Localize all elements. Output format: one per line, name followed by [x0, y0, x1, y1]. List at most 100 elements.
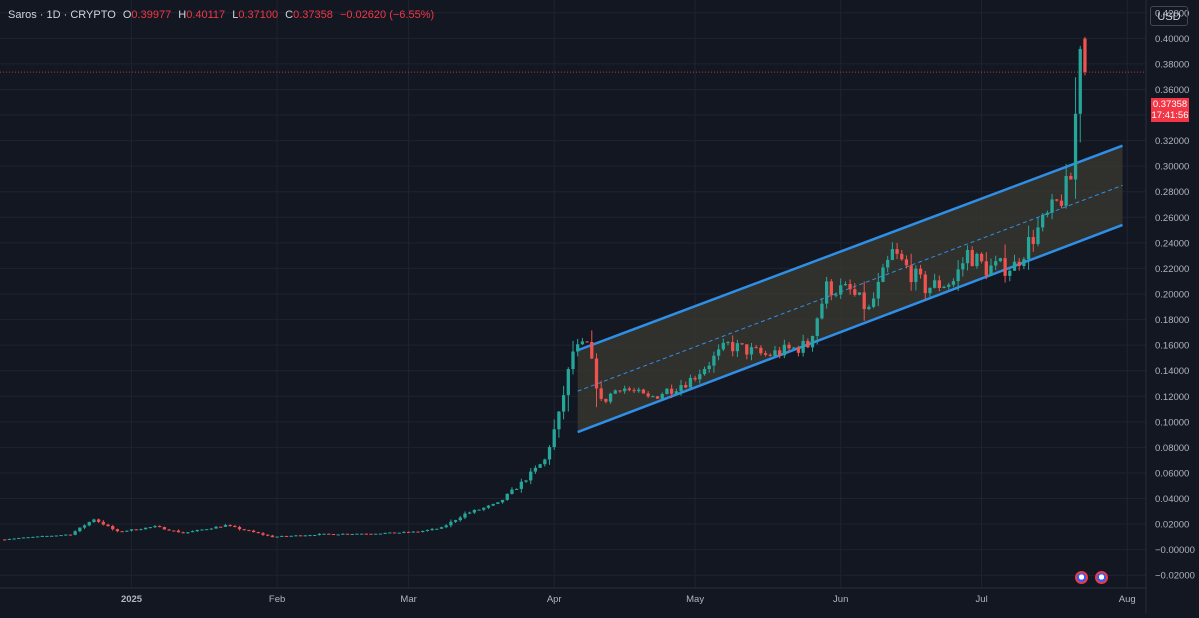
candle-body: [482, 507, 486, 510]
candle-body: [1045, 212, 1050, 215]
candle-body: [176, 530, 181, 533]
candle-body: [1026, 237, 1031, 260]
candle-body: [195, 529, 199, 532]
candle-body: [669, 388, 674, 394]
candle-body: [900, 253, 904, 260]
channel-upper-line: [577, 144, 1123, 352]
symbol-title: Saros · 1D · CRYPTO: [8, 9, 116, 21]
candle-body: [50, 535, 54, 537]
candle-body: [707, 365, 711, 370]
candle-body: [374, 533, 378, 535]
candle-body: [167, 529, 171, 531]
candle-body: [439, 527, 444, 529]
candle-body: [364, 533, 368, 535]
candle-body: [594, 358, 599, 389]
candle-body: [890, 249, 895, 260]
candle-body: [1022, 259, 1026, 267]
candle-body: [547, 447, 552, 460]
candle-body: [716, 349, 721, 356]
candle-body: [336, 534, 340, 536]
candle-body: [792, 347, 796, 349]
currency-button[interactable]: USD: [1150, 6, 1188, 26]
y-tick-label: 0.32000: [1155, 136, 1189, 147]
candle-body: [360, 533, 364, 535]
candle-body: [303, 535, 307, 537]
event-flag-icon[interactable]: [1095, 571, 1108, 584]
candle-body: [322, 533, 326, 535]
candle-body: [942, 286, 946, 289]
candle-body: [970, 250, 974, 267]
candle-body: [735, 343, 740, 352]
candle-body: [886, 259, 890, 268]
candle-body: [510, 489, 514, 494]
candle-body: [87, 522, 91, 526]
candle-body: [857, 292, 862, 295]
candle-body: [45, 535, 49, 537]
change-value: −0.02620 (−6.55%): [339, 9, 435, 21]
candle-body: [1069, 176, 1073, 180]
candle-body: [115, 529, 120, 532]
candle-body: [82, 525, 87, 528]
candle-body: [21, 537, 26, 539]
candle-body: [843, 284, 848, 286]
candle-body: [514, 488, 519, 490]
candles: [3, 36, 1087, 541]
candle-body: [402, 531, 406, 533]
candle-body: [693, 377, 697, 380]
low-label: L: [232, 9, 239, 21]
candle-body: [345, 533, 350, 535]
candle-body: [543, 459, 547, 465]
candle-body: [397, 532, 401, 534]
candle-body: [918, 268, 923, 275]
candle-body: [266, 534, 270, 536]
candle-body: [754, 347, 758, 349]
candle-body: [641, 389, 646, 394]
candle-body: [205, 529, 209, 531]
candle-body: [820, 303, 824, 319]
candle-body: [270, 535, 275, 538]
candle-body: [78, 527, 82, 532]
candle-body: [214, 526, 218, 529]
candle-body: [101, 521, 105, 525]
candle-body: [186, 532, 190, 534]
y-tick-label: 0.38000: [1155, 59, 1189, 70]
candle-body: [933, 280, 937, 288]
candle-body: [637, 389, 641, 392]
candle-body: [688, 377, 693, 388]
candle-body: [618, 390, 622, 392]
candle-body: [68, 534, 73, 536]
candle-body: [463, 513, 467, 518]
candle-body: [468, 512, 472, 514]
candle-body: [698, 374, 702, 380]
candle-body: [223, 525, 228, 527]
candle-body: [73, 531, 77, 535]
candle-body: [1031, 237, 1035, 245]
candle-body: [876, 281, 880, 299]
event-flag-icon[interactable]: [1075, 571, 1088, 584]
y-tick-label: 0.06000: [1155, 468, 1189, 479]
candle-body: [1008, 270, 1012, 276]
candle-body: [923, 274, 927, 294]
candle-body: [134, 529, 138, 531]
candle-body: [839, 285, 843, 295]
candle-body: [1078, 48, 1082, 114]
candle-body: [796, 347, 801, 353]
y-tick-label: 0.16000: [1155, 341, 1189, 352]
candle-body: [829, 281, 833, 296]
candle-body: [580, 341, 585, 345]
candle-body: [1012, 261, 1017, 271]
y-tick-label: −0.00000: [1155, 545, 1195, 556]
candle-body: [421, 530, 425, 532]
candle-body: [378, 533, 383, 535]
close-value: 0.37358: [293, 9, 333, 21]
candle-body: [533, 467, 538, 472]
x-tick-label: Apr: [547, 594, 562, 605]
candle-body: [256, 532, 260, 534]
y-tick-label: 0.22000: [1155, 264, 1189, 275]
x-tick-label: Aug: [1119, 594, 1136, 605]
candle-body: [449, 521, 453, 526]
candle-body: [500, 499, 505, 503]
candle-body: [576, 344, 580, 352]
